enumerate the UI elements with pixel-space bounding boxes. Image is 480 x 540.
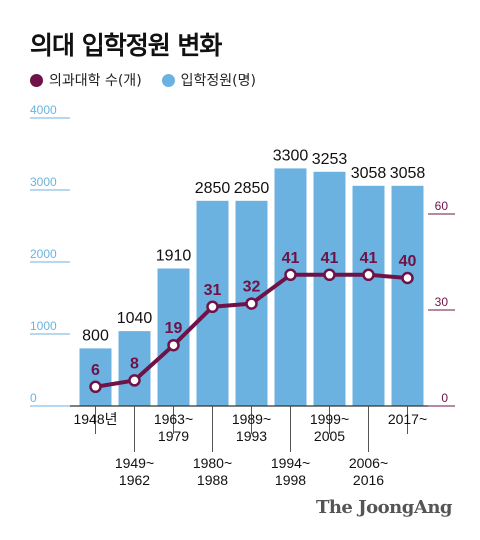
colleges-point (323, 268, 336, 282)
category-label: 1998 (275, 472, 306, 488)
colleges-point (128, 374, 141, 387)
legend: 의과대학 수(개) 입학정원(명) (30, 70, 276, 90)
category-label: 1980~ (193, 455, 232, 471)
category-label: 1999~ (310, 411, 349, 427)
category-label: 2017~ (388, 411, 427, 427)
left-axis-tick-label: 1000 (30, 319, 57, 333)
bar-value-label: 2850 (234, 180, 270, 197)
bar-value-label: 3058 (351, 165, 387, 182)
bar (391, 185, 424, 406)
left-axis-tick-label: 4000 (30, 103, 57, 117)
colleges-value-label: 41 (360, 250, 378, 267)
bar-value-label: 3300 (273, 147, 309, 164)
category-label: 1948년 (73, 411, 117, 427)
legend-item-colleges: 의과대학 수(개) (30, 70, 142, 90)
brand-logo-text: The JoongAng (315, 497, 453, 518)
colleges-point (206, 300, 219, 314)
colleges-point (167, 338, 180, 352)
bar (274, 168, 307, 406)
legend-label-quota: 입학정원(명) (180, 73, 256, 89)
bar-value-label: 1910 (156, 247, 192, 264)
colleges-value-label: 41 (321, 250, 339, 267)
category-label: 1988 (197, 472, 228, 488)
right-axis-tick-label: 60 (435, 199, 449, 213)
category-label: 1962 (119, 472, 150, 488)
left-axis-tick-label: 0 (30, 391, 37, 405)
bar-value-label: 2850 (195, 180, 231, 197)
colleges-value-label: 32 (243, 279, 261, 296)
colleges-point (245, 297, 258, 310)
category-label: 1993 (236, 428, 267, 444)
category-label: 1994~ (271, 455, 310, 471)
bar (157, 268, 190, 406)
left-axis-tick-label: 3000 (30, 175, 57, 189)
chart-title: 의대 입학정원 변화 (30, 31, 222, 60)
colleges-value-label: 41 (282, 250, 300, 267)
colleges-value-label: 40 (399, 253, 417, 270)
category-label: 2016 (353, 472, 384, 488)
colleges-value-label: 31 (204, 282, 222, 299)
bar (352, 185, 385, 406)
bar-value-label: 3058 (390, 165, 426, 182)
left-axis-tick-label: 2000 (30, 247, 57, 261)
category-label: 1949~ (115, 455, 154, 471)
bar-value-label: 3253 (312, 151, 348, 168)
right-axis-tick-label: 30 (435, 295, 449, 309)
category-label: 1979 (158, 428, 189, 444)
colleges-value-label: 6 (91, 362, 100, 379)
colleges-point (362, 268, 375, 282)
colleges-point (284, 268, 297, 282)
bar-value-label: 1040 (117, 310, 153, 327)
colleges-value-label: 8 (130, 355, 139, 372)
right-axis-tick-label: 0 (441, 391, 448, 405)
bar (79, 348, 112, 406)
colleges-value-label: 19 (165, 320, 183, 337)
colleges-point (401, 271, 414, 285)
legend-swatch-colleges (30, 73, 43, 87)
legend-swatch-quota (161, 73, 175, 87)
category-label: 2005 (314, 428, 345, 444)
category-label: 1989~ (232, 411, 271, 427)
bar (313, 171, 346, 406)
legend-label-colleges: 의과대학 수(개) (49, 73, 142, 89)
colleges-point (89, 380, 102, 394)
bar-value-label: 800 (82, 327, 109, 344)
category-label: 2006~ (349, 455, 388, 471)
category-label: 1963~ (154, 411, 193, 427)
legend-item-quota: 입학정원(명) (161, 70, 256, 90)
